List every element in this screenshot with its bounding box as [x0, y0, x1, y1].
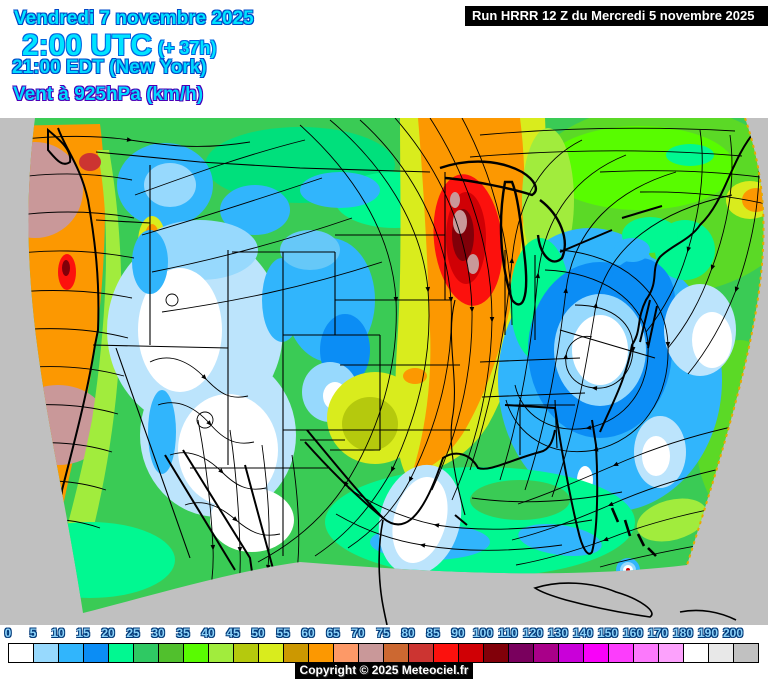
copyright-notice: Copyright © 2025 Meteociel.fr — [295, 662, 473, 679]
scale-value: 20 — [101, 626, 115, 640]
scale-value: 15 — [76, 626, 90, 640]
scale-value: 65 — [326, 626, 340, 640]
scale-cell — [158, 643, 183, 663]
scale-value: 35 — [176, 626, 190, 640]
scale-cell — [183, 643, 208, 663]
scale-cell — [383, 643, 408, 663]
map-parameter-label: Vent à 925hPa (km/h) — [13, 84, 204, 105]
scale-value: 100 — [472, 626, 494, 640]
scale-value: 120 — [522, 626, 544, 640]
scale-value: 110 — [498, 626, 518, 640]
scale-cell — [683, 643, 708, 663]
scale-value: 180 — [672, 626, 694, 640]
forecast-hour-offset: (+ 37h) — [158, 38, 217, 58]
scale-cell — [58, 643, 83, 663]
scale-cell — [433, 643, 458, 663]
wind-map-svg — [0, 117, 768, 626]
scale-cell — [133, 643, 158, 663]
scale-cell — [358, 643, 383, 663]
scale-value: 140 — [572, 626, 594, 640]
scale-value: 55 — [276, 626, 290, 640]
forecast-date: Vendredi 7 novembre 2025 — [14, 8, 254, 29]
scale-value: 190 — [697, 626, 719, 640]
scale-cell — [283, 643, 308, 663]
scale-cell — [458, 643, 483, 663]
outside-domain-coastlines — [378, 519, 737, 626]
scale-cell — [8, 643, 33, 663]
scale-cell — [33, 643, 58, 663]
scale-value: 5 — [29, 626, 37, 640]
forecast-local-time: 21:00 EDT (New York) — [12, 57, 207, 78]
scale-cell — [208, 643, 233, 663]
wind-scale-colorbar — [8, 643, 759, 663]
scale-value: 130 — [547, 626, 569, 640]
scale-value: 90 — [451, 626, 465, 640]
scale-value: 160 — [622, 626, 644, 640]
scale-value: 50 — [251, 626, 265, 640]
scale-value: 80 — [401, 626, 415, 640]
scale-value: 170 — [647, 626, 669, 640]
scale-value: 150 — [597, 626, 619, 640]
scale-value: 45 — [226, 626, 240, 640]
scale-cell — [483, 643, 508, 663]
scale-cell — [633, 643, 658, 663]
scale-value: 0 — [4, 626, 12, 640]
forecast-utc-time: 2:00 UTC — [22, 29, 153, 62]
model-run-info: Run HRRR 12 Z du Mercredi 5 novembre 202… — [465, 6, 768, 26]
scale-value: 10 — [51, 626, 65, 640]
wind-scale-labels: 0 5 10 15 20 25 30 35 40 45 50 55 60 65 70 75 80 85 90 100 1… — [0, 626, 768, 641]
scale-value: 70 — [351, 626, 365, 640]
scale-value: 60 — [301, 626, 315, 640]
scale-cell — [508, 643, 533, 663]
scale-cell — [233, 643, 258, 663]
scale-cell — [408, 643, 433, 663]
scale-value: 200 — [722, 626, 744, 640]
scale-value: 40 — [201, 626, 215, 640]
scale-cell — [108, 643, 133, 663]
scale-value: 30 — [151, 626, 165, 640]
scale-value: 25 — [126, 626, 140, 640]
scale-value: 75 — [376, 626, 390, 640]
scale-cell — [83, 643, 108, 663]
map-color-field — [28, 118, 764, 613]
scale-cell — [583, 643, 608, 663]
scale-cell — [258, 643, 283, 663]
scale-cell — [558, 643, 583, 663]
scale-cell — [658, 643, 683, 663]
scale-cell — [533, 643, 558, 663]
scale-value: 85 — [426, 626, 440, 640]
scale-cell — [733, 643, 759, 663]
scale-cell — [333, 643, 358, 663]
scale-cell — [708, 643, 733, 663]
scale-cell — [608, 643, 633, 663]
wind-map-image — [0, 117, 768, 626]
scale-cell — [308, 643, 333, 663]
domain-boundary-dashes — [686, 117, 765, 566]
